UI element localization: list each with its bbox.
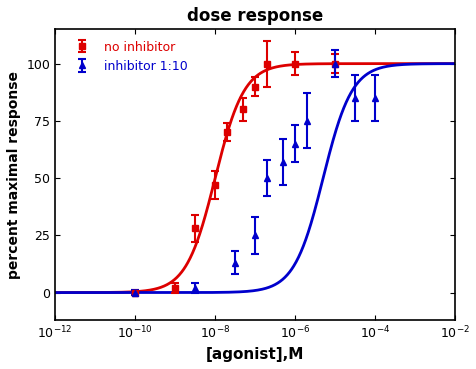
- Title: dose response: dose response: [187, 7, 323, 25]
- Y-axis label: percent maximal response: percent maximal response: [7, 70, 21, 279]
- X-axis label: [agonist],M: [agonist],M: [206, 347, 304, 362]
- Legend: no inhibitor, inhibitor 1:10: no inhibitor, inhibitor 1:10: [61, 35, 192, 78]
